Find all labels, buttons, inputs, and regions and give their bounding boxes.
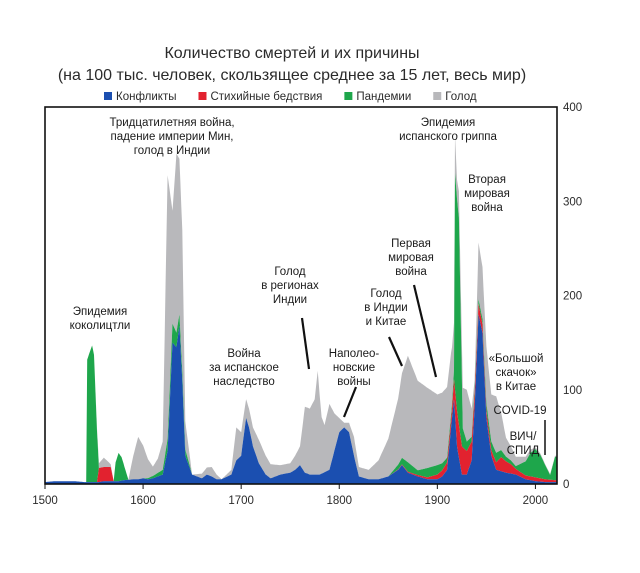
annotation-1: Тридцатилетняя война, падение империи Мин… [109, 117, 234, 157]
x-tick-label-2000: 2000 [523, 495, 549, 507]
plot-areas [45, 135, 557, 484]
annotation-1-line-1: падение империи Мин, [110, 131, 233, 143]
annotation-11-line-0: ВИЧ/ [510, 431, 538, 443]
annotation-1-line-0: Тридцатилетняя война, [109, 117, 234, 129]
annotation-11: ВИЧ/СПИД [507, 431, 540, 457]
annotation-4-line-2: войны [337, 376, 370, 388]
annotation-leader-4 [342, 386, 358, 418]
annotation-0: Эпидемия коколицтли [70, 306, 131, 332]
annotation-3: Голод в регионах Индии [261, 266, 319, 306]
annotation-2-line-0: Война [227, 348, 261, 360]
annotation-8-line-2: война [471, 202, 503, 214]
axes [44, 106, 558, 489]
legend-label-0: Конфликты [116, 91, 176, 103]
y-tick-label-300: 300 [563, 196, 582, 208]
y-tick-label-100: 100 [563, 385, 582, 397]
legend-swatch-3 [433, 92, 442, 100]
x-tick-label-1500: 1500 [32, 495, 58, 507]
annotation-6-line-1: мировая [388, 252, 434, 264]
legend-swatch-0 [104, 92, 112, 100]
tick-labels: 1500 1600 1700 1800 1900 2000 0 100 200 300 400 [32, 102, 582, 507]
x-tick-label-1900: 1900 [425, 495, 451, 507]
x-tick-label-1700: 1700 [228, 495, 254, 507]
annotation-6-line-0: Первая [391, 238, 431, 250]
legend-label-2: Пандемии [356, 91, 411, 103]
annotations: Эпидемия коколицтли Тридцатилетняя война, п… [70, 117, 547, 457]
chart-title: Количество смертей и их причины [164, 45, 419, 62]
annotation-5-line-1: в Индии [364, 302, 407, 314]
annotation-9: «Большой скачок» в Китае [489, 353, 544, 393]
annotation-9-line-1: скачок» [496, 367, 537, 379]
y-tick-label-200: 200 [563, 291, 582, 303]
annotation-5: Голод в Индии и Китае [364, 288, 407, 328]
y-tick-label-400: 400 [563, 102, 582, 114]
annotation-leader-5 [387, 336, 404, 367]
annotation-8-line-0: Вторая [468, 174, 506, 186]
annotation-7: Эпидемия испанского гриппа [399, 117, 497, 143]
legend-swatch-1 [198, 92, 207, 100]
annotation-4-line-0: Наполео- [329, 348, 380, 360]
annotation-leader-6 [412, 284, 438, 378]
annotation-leader-3 [300, 317, 311, 370]
annotation-6: Первая мировая война [388, 238, 434, 278]
annotation-8: Вторая мировая война [464, 174, 510, 214]
annotation-0-line-0: Эпидемия [73, 306, 128, 318]
annotation-6-line-2: война [395, 266, 427, 278]
annotation-7-line-1: испанского гриппа [399, 131, 497, 143]
annotation-11-line-1: СПИД [507, 445, 540, 457]
legend-swatch-2 [344, 92, 353, 100]
annotation-8-line-1: мировая [464, 188, 510, 200]
annotation-0-line-1: коколицтли [70, 320, 131, 332]
area-конфликты [45, 314, 557, 484]
annotation-3-line-1: в регионах [261, 280, 319, 292]
annotation-4: Наполео-новские войны [329, 348, 380, 388]
plot-frame [44, 106, 558, 485]
area-пандемии [45, 172, 557, 483]
area-стихийные-бедствия [45, 303, 557, 483]
annotation-5-line-2: и Китае [366, 316, 407, 328]
annotation-10-line-0: COVID-19 [493, 405, 546, 417]
annotation-10: COVID-19 [493, 405, 546, 417]
annotation-9-line-0: «Большой [489, 353, 544, 365]
annotation-4-line-1: новские [333, 362, 375, 374]
annotation-2-line-2: наследство [213, 376, 274, 388]
annotation-2: Война за испанское наследство [209, 348, 279, 388]
legend-label-3: Голод [445, 91, 477, 103]
annotation-3-line-0: Голод [274, 266, 306, 278]
area-голод [45, 135, 557, 483]
legend: Конфликты Стихийные бедствия Пандемии Голод [104, 91, 477, 103]
annotation-9-line-2: в Китае [496, 381, 536, 393]
legend-label-1: Стихийные бедствия [210, 91, 322, 103]
x-tick-label-1600: 1600 [130, 495, 156, 507]
annotation-5-line-0: Голод [370, 288, 402, 300]
annotation-7-line-0: Эпидемия [421, 117, 476, 129]
annotation-1-line-2: голод в Индии [134, 145, 210, 157]
chart-subtitle: (на 100 тыс. человек, скользящее среднее… [58, 67, 526, 84]
annotation-2-line-1: за испанское [209, 362, 279, 374]
annotation-3-line-2: Индии [273, 294, 307, 306]
x-tick-label-1800: 1800 [326, 495, 352, 507]
y-tick-label-0: 0 [563, 479, 569, 491]
